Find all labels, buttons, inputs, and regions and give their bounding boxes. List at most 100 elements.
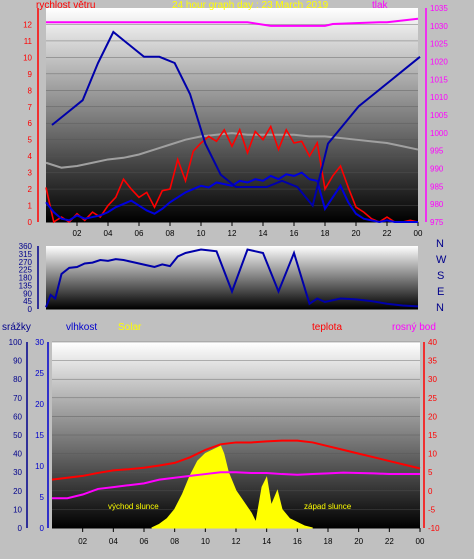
wind-tick: 3 — [28, 169, 33, 178]
pressure-tick: 1015 — [430, 75, 448, 84]
x-tick-3: 06 — [140, 537, 149, 546]
pressure-tick: 1035 — [430, 4, 448, 13]
humidity-tick: 0 — [40, 524, 45, 533]
temp-label: teplota — [312, 322, 343, 333]
rain-tick: 90 — [13, 357, 22, 366]
x-tick-3: 20 — [354, 537, 363, 546]
humidity-tick: 25 — [35, 369, 44, 378]
pressure-tick: 990 — [430, 165, 444, 174]
temp-tick: -5 — [428, 505, 436, 514]
rain-tick: 20 — [13, 487, 22, 496]
x-tick: 16 — [290, 229, 299, 238]
direction-tick: 315 — [19, 250, 33, 259]
direction-tick: 45 — [23, 297, 32, 306]
x-tick-3: 18 — [324, 537, 333, 546]
compass-w: W — [436, 254, 447, 266]
temp-tick: 20 — [428, 412, 437, 421]
x-tick: 12 — [228, 229, 237, 238]
x-tick-3: 22 — [385, 537, 394, 546]
panel1-title: 24 hour graph day : 23 March 2019 — [172, 0, 329, 11]
x-tick: 08 — [166, 229, 175, 238]
humidity-tick: 20 — [35, 400, 44, 409]
x-tick-3: 14 — [262, 537, 271, 546]
compass-n1: N — [436, 238, 444, 250]
wind-tick: 1 — [28, 202, 33, 211]
direction-tick: 270 — [19, 258, 33, 267]
x-tick-3: 16 — [293, 537, 302, 546]
pressure-tick: 995 — [430, 147, 444, 156]
pressure-tick: 985 — [430, 182, 444, 191]
temp-tick: -10 — [428, 524, 440, 533]
wind-tick: 0 — [28, 218, 33, 227]
direction-tick: 225 — [19, 266, 33, 275]
humidity-tick: 15 — [35, 431, 44, 440]
pressure-tick: 1000 — [430, 129, 448, 138]
x-tick-3: 04 — [109, 537, 118, 546]
temp-tick: 30 — [428, 375, 437, 384]
rain-tick: 70 — [13, 394, 22, 403]
rain-tick: 50 — [13, 431, 22, 440]
temp-tick: 0 — [428, 487, 433, 496]
direction-tick: 180 — [19, 274, 33, 283]
wind-tick: 5 — [28, 136, 33, 145]
rain-tick: 10 — [13, 505, 22, 514]
humidity-tick: 5 — [40, 493, 45, 502]
x-tick: 14 — [259, 229, 268, 238]
rain-tick: 40 — [13, 450, 22, 459]
series-rosný-bod — [52, 471, 420, 500]
temp-tick: 10 — [428, 450, 437, 459]
wind-speed-label: rychlost větru — [36, 0, 96, 11]
wind-tick: 11 — [24, 37, 33, 46]
direction-tick: 90 — [23, 289, 32, 298]
wind-tick: 12 — [23, 20, 32, 29]
pressure-tick: 975 — [430, 218, 444, 227]
direction-line — [45, 248, 419, 308]
temp-tick: 40 — [428, 338, 437, 347]
rain-tick: 0 — [18, 524, 23, 533]
humidity-label: vlhkost — [66, 322, 98, 333]
rain-tick: 100 — [9, 338, 23, 347]
compass-n2: N — [436, 302, 444, 314]
wind-tick: 6 — [28, 119, 33, 128]
x-tick: 18 — [321, 229, 330, 238]
x-tick-3: 10 — [201, 537, 210, 546]
sunrise-label: východ slunce — [108, 502, 159, 511]
pressure-tick: 1005 — [430, 111, 448, 120]
temp-tick: 15 — [428, 431, 437, 440]
dew-label: rosný bod — [392, 322, 436, 333]
wind-tick: 9 — [28, 70, 33, 79]
temp-tick: 5 — [428, 468, 433, 477]
wind-tick: 8 — [28, 86, 33, 95]
rain-label: srážky — [2, 322, 31, 333]
series-teplota — [51, 439, 421, 481]
humidity-tick: 10 — [35, 462, 44, 471]
wind-tick: 4 — [28, 152, 33, 161]
solar-area — [151, 445, 313, 529]
series-line-3 — [45, 171, 418, 224]
pressure-tick: 1020 — [430, 58, 448, 67]
rain-tick: 30 — [13, 468, 22, 477]
wind-tick: 10 — [23, 53, 32, 62]
x-tick: 00 — [414, 229, 423, 238]
wind-pressure-chart: 0123456789101112975980985990995100010051… — [23, 4, 448, 238]
compass-e: E — [437, 286, 445, 298]
direction-tick: 135 — [19, 281, 33, 290]
series-line-0 — [46, 17, 419, 27]
sunset-label: západ slunce — [304, 502, 352, 511]
series-line-1 — [45, 132, 419, 169]
pressure-tick: 1025 — [430, 40, 448, 49]
temp-tick: 35 — [428, 357, 437, 366]
solar-label: Solar — [118, 322, 142, 333]
x-tick: 04 — [104, 229, 113, 238]
rain-tick: 80 — [13, 375, 22, 384]
x-tick: 06 — [135, 229, 144, 238]
pressure-label: tlak — [372, 0, 388, 11]
rain-tick: 60 — [13, 412, 22, 421]
temp-tick: 25 — [428, 394, 437, 403]
x-tick: 02 — [73, 229, 82, 238]
wind-tick: 7 — [28, 103, 33, 112]
x-tick-3: 00 — [416, 537, 425, 546]
